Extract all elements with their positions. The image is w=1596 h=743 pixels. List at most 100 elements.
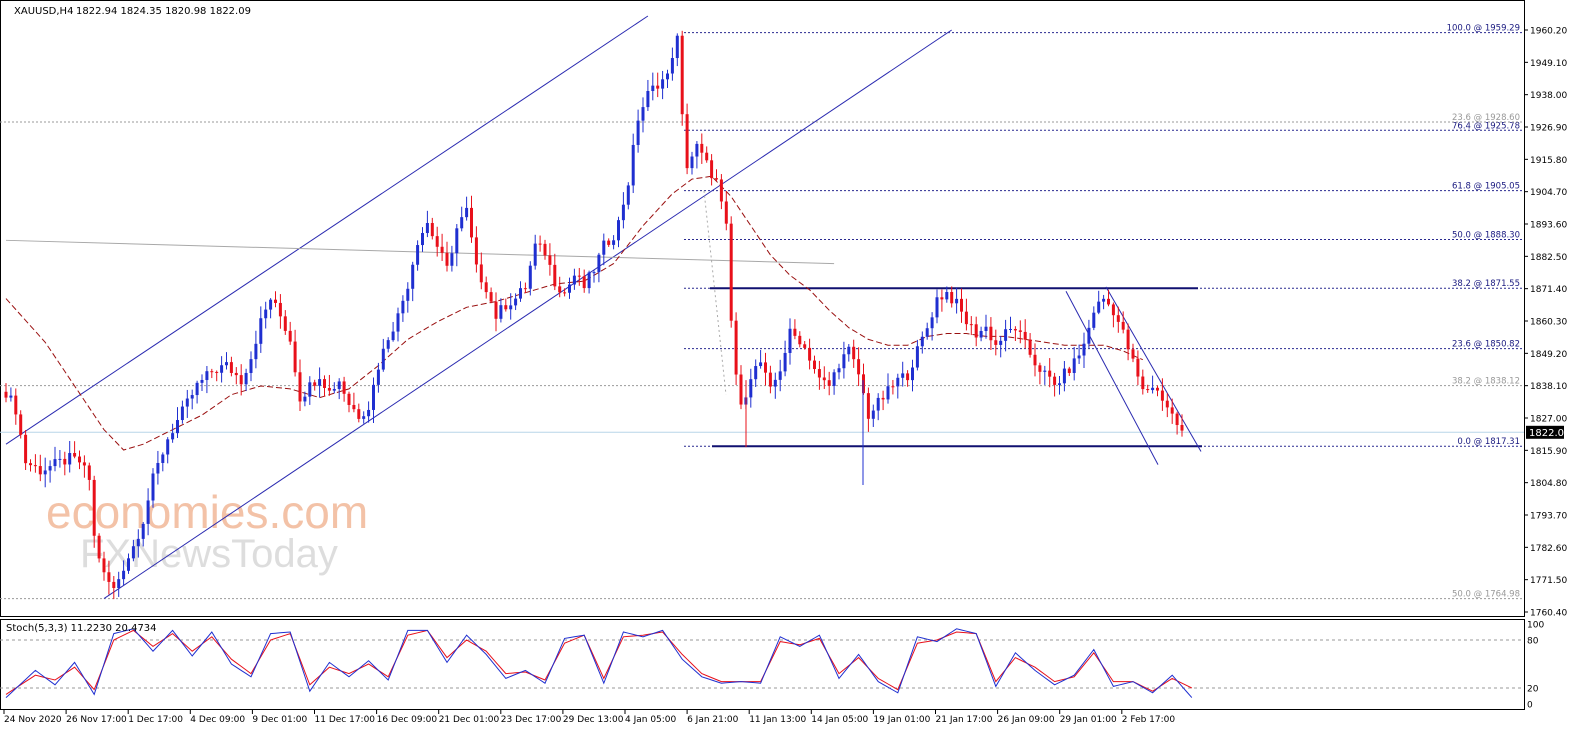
candle-up — [386, 340, 390, 349]
moving-average-layer — [5, 175, 1143, 451]
candle-up — [1009, 328, 1012, 330]
current-price-label: 1822.09 — [1529, 428, 1570, 439]
faint-fib-label: 50.0 @ 1764.98 — [1452, 590, 1520, 600]
candle-up — [999, 340, 1003, 345]
faint-fib-label: 38.2 @ 1838.12 — [1452, 377, 1520, 387]
stoch-axis-label: 80 — [1527, 637, 1539, 647]
candle-down — [78, 456, 81, 463]
candle-up — [367, 409, 371, 417]
candle-up — [930, 317, 934, 329]
candle-up — [646, 91, 650, 108]
stoch-axis-label: 100 — [1527, 621, 1544, 631]
candle-up — [122, 570, 126, 580]
candle-down — [92, 479, 96, 536]
candle-up — [773, 379, 777, 387]
candle-up — [303, 396, 307, 402]
candle-down — [215, 371, 219, 373]
candle-down — [563, 292, 567, 294]
candle-up — [131, 546, 135, 559]
candle-up — [1062, 368, 1066, 384]
candle-up — [832, 372, 836, 386]
candle-up — [264, 309, 268, 319]
fib-levels-layer: 100.0 @ 1959.29 76.4 @ 1925.78 61.8 @ 1905… — [0, 24, 1524, 600]
candle-up — [406, 288, 410, 301]
time-tick-label: 6 Jan 21:00 — [687, 715, 739, 725]
fib-level-label: 38.2 @ 1871.55 — [1452, 279, 1520, 289]
stoch-label: Stoch(5,3,3) 11.2230 20.4734 — [6, 623, 157, 634]
candle-down — [352, 404, 356, 410]
candle-down — [229, 362, 233, 373]
candle-down — [107, 572, 111, 582]
candle-up — [200, 379, 204, 383]
symbol-label: XAUUSD,H4 — [14, 6, 73, 17]
candle-up — [514, 298, 518, 306]
stoch-main-line — [5, 628, 1193, 698]
candle-down — [715, 178, 718, 180]
candle-down — [813, 360, 816, 370]
candle-up — [1043, 370, 1047, 372]
price-tick-label: 1860.30 — [1530, 318, 1567, 328]
candle-down — [479, 264, 483, 283]
candle-down — [974, 324, 978, 338]
fib-level-label: 61.8 @ 1905.05 — [1452, 182, 1520, 192]
time-tick-label: 21 Dec 01:00 — [439, 715, 500, 725]
candle-down — [33, 465, 37, 467]
candle-up — [425, 223, 429, 234]
candle-up — [58, 458, 62, 460]
candle-down — [239, 375, 243, 385]
candle-up — [205, 371, 209, 380]
candle-up — [955, 298, 959, 304]
descending-channel-lower — [1065, 291, 1159, 465]
candle-down — [607, 240, 611, 245]
candle-up — [602, 240, 606, 255]
candle-down — [82, 462, 86, 466]
candle-up — [636, 120, 640, 145]
candle-down — [1018, 330, 1022, 332]
candle-down — [680, 35, 684, 115]
candle-down — [1165, 400, 1169, 408]
candle-up — [1102, 298, 1106, 302]
candle-down — [323, 379, 326, 388]
candle-up — [778, 371, 782, 380]
candle-down — [327, 387, 331, 391]
candle-up — [533, 243, 537, 266]
candle-down — [73, 453, 77, 457]
candle-up — [690, 156, 694, 169]
candle-up — [587, 272, 591, 289]
candle-down — [102, 558, 106, 573]
time-tick-label: 11 Dec 17:00 — [315, 715, 376, 725]
descending-channel-upper — [1105, 286, 1202, 452]
candle-down — [803, 344, 807, 348]
gray-trendline — [5, 239, 835, 265]
candle-up — [641, 107, 645, 121]
candle-up — [450, 253, 454, 266]
candle-up — [225, 362, 228, 366]
candle-up — [621, 204, 625, 221]
candle-up — [401, 300, 405, 314]
candle-up — [886, 386, 890, 400]
candle-up — [876, 397, 880, 411]
price-tick-label: 1804.80 — [1530, 479, 1567, 489]
candle-down — [29, 463, 32, 466]
candle-up — [1082, 343, 1086, 356]
time-tick-label: 2 Feb 17:00 — [1122, 715, 1176, 725]
candle-down — [24, 434, 28, 464]
candle-up — [171, 433, 175, 440]
time-tick-label: 29 Jan 01:00 — [1060, 715, 1117, 725]
moving-average-line — [5, 175, 1143, 451]
candle-up — [249, 359, 253, 373]
candle-up — [372, 384, 375, 410]
fib-level-label: 0.0 @ 1817.31 — [1457, 437, 1520, 447]
time-tick-label: 23 Dec 17:00 — [501, 715, 562, 725]
candle-down — [274, 299, 277, 303]
candle-down — [582, 276, 586, 289]
candle-down — [734, 320, 738, 375]
candle-up — [141, 523, 145, 539]
candle-down — [538, 243, 542, 245]
candle-down — [729, 223, 733, 321]
candle-down — [852, 346, 856, 360]
candle-up — [180, 406, 184, 421]
candle-up — [499, 305, 503, 319]
candle-down — [494, 301, 498, 319]
candle-down — [950, 292, 954, 304]
